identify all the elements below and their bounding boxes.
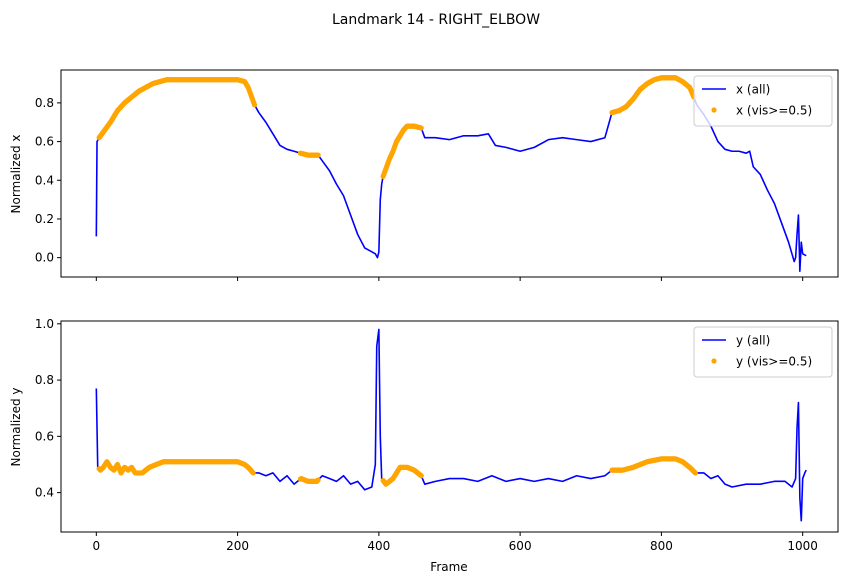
y-legend: y (all) y (vis>=0.5)	[693, 326, 833, 378]
y-vis-point	[692, 470, 698, 476]
y-xtick-label: 400	[367, 539, 390, 553]
y-xtick-label: 200	[226, 539, 249, 553]
y-vis-point	[250, 470, 256, 476]
x-x-axis	[95, 277, 804, 281]
x-legend: x (all) x (vis>=0.5)	[693, 75, 833, 127]
x-y-axis: 0.0 0.2 0.4 0.6 0.8	[35, 96, 61, 265]
y-ytick-label: 0.8	[35, 373, 54, 387]
y-legend-all-label: y (all)	[736, 334, 770, 348]
x-ytick-label: 0.2	[35, 212, 54, 226]
y-plot-frame	[60, 320, 839, 533]
y-y-axis: 0.4 0.6 0.8 1.0	[35, 317, 61, 500]
y-panel: 0.4 0.6 0.8 1.0 0 200 400 600 800 1000 Normalize…	[9, 317, 839, 574]
x-legend-vis-swatch	[711, 107, 717, 113]
x-vis-point	[418, 125, 424, 131]
y-legend-vis-label: y (vis>=0.5)	[736, 355, 812, 369]
y-series-vis-points	[96, 456, 698, 487]
y-ytick-label: 0.4	[35, 486, 54, 500]
x-series-vis-points	[96, 75, 697, 179]
y-legend-vis-swatch	[711, 358, 717, 364]
y-legend-box	[693, 326, 833, 378]
x-ylabel: Normalized x	[9, 135, 23, 214]
x-ytick-label: 0.8	[35, 96, 54, 110]
figure-title: Landmark 14 - RIGHT_ELBOW	[332, 12, 540, 28]
x-panel: 0.0 0.2 0.4 0.6 0.8 Normalized x x (all) x (…	[9, 69, 839, 281]
x-vis-point	[251, 102, 258, 108]
y-xtick-label: 800	[650, 539, 673, 553]
y-ylabel: Normalized y	[9, 388, 23, 467]
x-legend-vis-label: x (vis>=0.5)	[736, 104, 812, 118]
x-vis-point	[315, 152, 321, 158]
y-xtick-label: 0	[92, 539, 100, 553]
y-xtick-label: 1000	[787, 539, 818, 553]
x-legend-all-label: x (all)	[736, 83, 770, 97]
x-ytick-label: 0.4	[35, 173, 54, 187]
y-plot-area	[95, 328, 807, 522]
y-ytick-label: 0.6	[35, 429, 54, 443]
x-legend-box	[693, 75, 833, 127]
y-xtick-label: 600	[509, 539, 532, 553]
x-ytick-label: 0.6	[35, 135, 54, 149]
x-ytick-label: 0.0	[35, 251, 54, 265]
y-vis-point	[315, 477, 321, 483]
x-plot-frame	[60, 69, 839, 278]
y-x-axis: 0 200 400 600 800 1000	[92, 532, 818, 553]
y-vis-point	[418, 473, 424, 479]
x-plot-area	[95, 75, 807, 272]
frame-xlabel: Frame	[430, 560, 467, 574]
y-ytick-label: 1.0	[35, 317, 54, 331]
